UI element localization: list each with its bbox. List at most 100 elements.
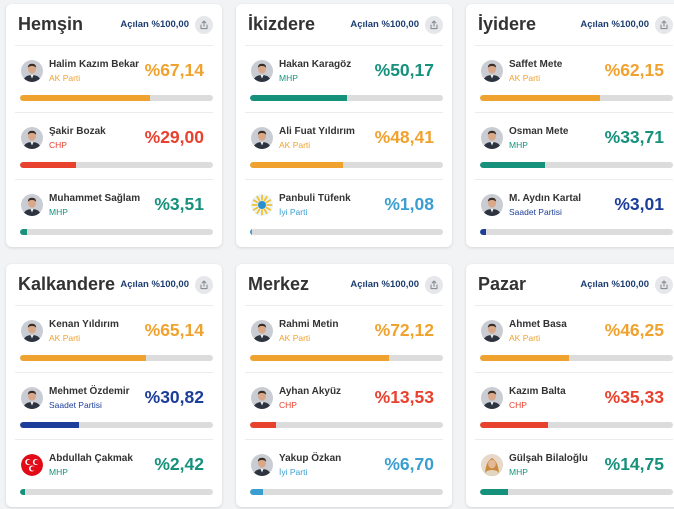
vote-bar xyxy=(20,162,213,168)
candidate-row[interactable]: Şakir Bozak CHP %29,00 xyxy=(15,113,213,180)
vote-bar xyxy=(480,489,673,495)
candidate-row[interactable]: Ahmet Basa AK Parti %46,25 xyxy=(475,306,673,373)
candidate-row[interactable]: Mehmet Özdemir Saadet Partisi %30,82 xyxy=(15,373,213,440)
party-name: MHP xyxy=(509,467,528,477)
candidate-row[interactable]: Osman Mete MHP %33,71 xyxy=(475,113,673,180)
card-header-actions: Açılan %100,00 xyxy=(350,275,443,294)
man-portrait-icon xyxy=(481,320,503,342)
candidate-row[interactable]: M. Aydın Kartal Saadet Partisi %3,01 xyxy=(475,180,673,247)
mhp-logo-icon xyxy=(21,454,43,476)
candidate-row[interactable]: Kenan Yıldırım AK Parti %65,14 xyxy=(15,306,213,373)
party-name: AK Parti xyxy=(49,73,81,83)
iyi-parti-logo-icon xyxy=(251,194,273,216)
district-card: Kalkandere Açılan %100,00 Kenan Yıldırım… xyxy=(6,264,222,507)
district-card: Hemşin Açılan %100,00 Halim Kazım Bekar … xyxy=(6,4,222,247)
card-header: Pazar Açılan %100,00 xyxy=(475,264,673,306)
vote-percentage: %6,70 xyxy=(384,454,434,474)
party-name: AK Parti xyxy=(509,73,541,83)
vote-percentage: %3,01 xyxy=(614,194,664,214)
vote-percentage: %62,15 xyxy=(604,60,664,80)
district-title: Merkez xyxy=(248,274,310,294)
vote-bar-fill xyxy=(20,162,76,168)
card-header-actions: Açılan %100,00 xyxy=(580,15,673,34)
candidate-row[interactable]: Panbuli Tüfenk İyi Parti %1,08 xyxy=(245,180,443,247)
candidate-name: M. Aydın Kartal xyxy=(509,193,582,204)
vote-bar xyxy=(20,355,213,361)
vote-bar xyxy=(480,229,673,235)
vote-bar-fill xyxy=(480,95,600,101)
vote-bar-fill xyxy=(250,95,347,101)
card-header-actions: Açılan %100,00 xyxy=(120,15,213,34)
opened-ballots-label: Açılan %100,00 xyxy=(580,279,649,290)
district-title: Hemşin xyxy=(18,14,84,34)
opened-ballots-label: Açılan %100,00 xyxy=(120,279,189,290)
candidate-row[interactable]: Hakan Karagöz MHP %50,17 xyxy=(245,46,443,113)
candidate-list: Saffet Mete AK Parti %62,15 Osman Mete M… xyxy=(475,46,673,247)
candidate-name: Yakup Özkan xyxy=(279,453,342,464)
district-title: İyidere xyxy=(478,14,537,34)
candidate-name: Gülşah Bilaloğlu xyxy=(509,453,588,464)
avatar xyxy=(251,454,273,476)
vote-bar-fill xyxy=(480,355,570,361)
avatar xyxy=(481,60,503,82)
party-name: İyi Parti xyxy=(279,467,308,477)
party-name: AK Parti xyxy=(279,140,311,150)
avatar xyxy=(21,194,43,216)
vote-bar xyxy=(20,95,213,101)
district-title: İkizdere xyxy=(248,14,316,34)
vote-percentage: %14,75 xyxy=(604,454,664,474)
vote-bar xyxy=(250,422,443,428)
card-header-actions: Açılan %100,00 xyxy=(580,275,673,294)
candidate-list: Halim Kazım Bekar AK Parti %67,14 Şakir … xyxy=(15,46,213,247)
candidate-name: Şakir Bozak xyxy=(49,126,106,137)
vote-bar xyxy=(20,229,213,235)
vote-percentage: %50,17 xyxy=(374,60,434,80)
candidate-name: Hakan Karagöz xyxy=(279,59,352,70)
candidate-row[interactable]: Halim Kazım Bekar AK Parti %67,14 xyxy=(15,46,213,113)
vote-percentage: %3,51 xyxy=(154,194,204,214)
candidate-row[interactable]: Ali Fuat Yıldırım AK Parti %48,41 xyxy=(245,113,443,180)
share-button[interactable] xyxy=(425,15,443,34)
district-card: Merkez Açılan %100,00 Rahmi Metin AK Par… xyxy=(236,264,452,507)
man-portrait-icon xyxy=(21,320,43,342)
vote-percentage: %1,08 xyxy=(384,194,434,214)
share-button[interactable] xyxy=(425,275,443,294)
vote-bar-fill xyxy=(250,422,277,428)
candidate-row[interactable]: Yakup Özkan İyi Parti %6,70 xyxy=(245,440,443,507)
avatar xyxy=(481,127,503,149)
vote-percentage: %29,00 xyxy=(144,127,204,147)
share-icon xyxy=(430,19,438,29)
vote-bar xyxy=(250,355,443,361)
party-name: AK Parti xyxy=(49,333,81,343)
candidate-row[interactable]: Rahmi Metin AK Parti %72,12 xyxy=(245,306,443,373)
candidate-row[interactable]: Ayhan Akyüz CHP %13,53 xyxy=(245,373,443,440)
vote-bar xyxy=(20,422,213,428)
vote-bar-fill xyxy=(20,95,150,101)
avatar xyxy=(21,454,43,476)
candidate-row[interactable]: Muhammet Sağlam MHP %3,51 xyxy=(15,180,213,247)
share-button[interactable] xyxy=(195,15,213,34)
candidate-name: Panbuli Tüfenk xyxy=(279,193,351,204)
avatar xyxy=(251,127,273,149)
candidate-name: Kenan Yıldırım xyxy=(49,319,119,330)
avatar xyxy=(251,387,273,409)
candidate-row[interactable]: Saffet Mete AK Parti %62,15 xyxy=(475,46,673,113)
candidate-row[interactable]: Gülşah Bilaloğlu MHP %14,75 xyxy=(475,440,673,507)
candidate-row[interactable]: Kazım Balta CHP %35,33 xyxy=(475,373,673,440)
vote-bar xyxy=(20,489,213,495)
candidate-row[interactable]: Abdullah Çakmak MHP %2,42 xyxy=(15,440,213,507)
candidate-name: Ayhan Akyüz xyxy=(279,386,342,397)
share-button[interactable] xyxy=(655,15,673,34)
party-name: Saadet Partisi xyxy=(49,400,102,410)
share-button[interactable] xyxy=(655,275,673,294)
man-portrait-icon xyxy=(251,320,273,342)
man-portrait-icon xyxy=(21,127,43,149)
vote-percentage: %65,14 xyxy=(144,320,204,340)
man-portrait-icon xyxy=(251,454,273,476)
candidate-name: Muhammet Sağlam xyxy=(49,193,141,204)
vote-bar-fill xyxy=(20,422,80,428)
man-portrait-icon xyxy=(481,60,503,82)
share-button[interactable] xyxy=(195,275,213,294)
man-portrait-icon xyxy=(21,60,43,82)
man-portrait-icon xyxy=(251,387,273,409)
